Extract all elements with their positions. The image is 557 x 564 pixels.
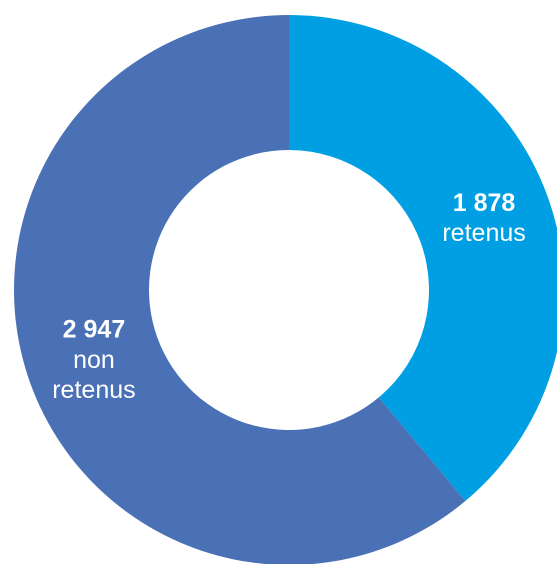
donut-slice xyxy=(289,15,557,502)
value-label: 1 878 xyxy=(453,189,516,217)
donut-slice xyxy=(14,15,466,564)
category-label: retenus xyxy=(442,219,525,247)
value-label: 2 947 xyxy=(63,315,126,343)
category-label: non retenus xyxy=(52,345,135,403)
